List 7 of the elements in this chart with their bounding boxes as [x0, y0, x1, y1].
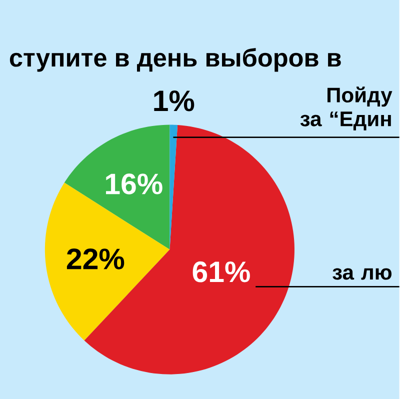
slice-label: Пойду за “Един: [300, 86, 392, 130]
slice-label: за лю: [332, 268, 392, 280]
data-label: 61%: [192, 261, 250, 282]
data-label: 22%: [66, 248, 124, 270]
data-label: 16%: [106, 173, 162, 194]
chart-title: ступите в день выборов в: [10, 48, 341, 72]
data-label: 1%: [154, 90, 194, 112]
